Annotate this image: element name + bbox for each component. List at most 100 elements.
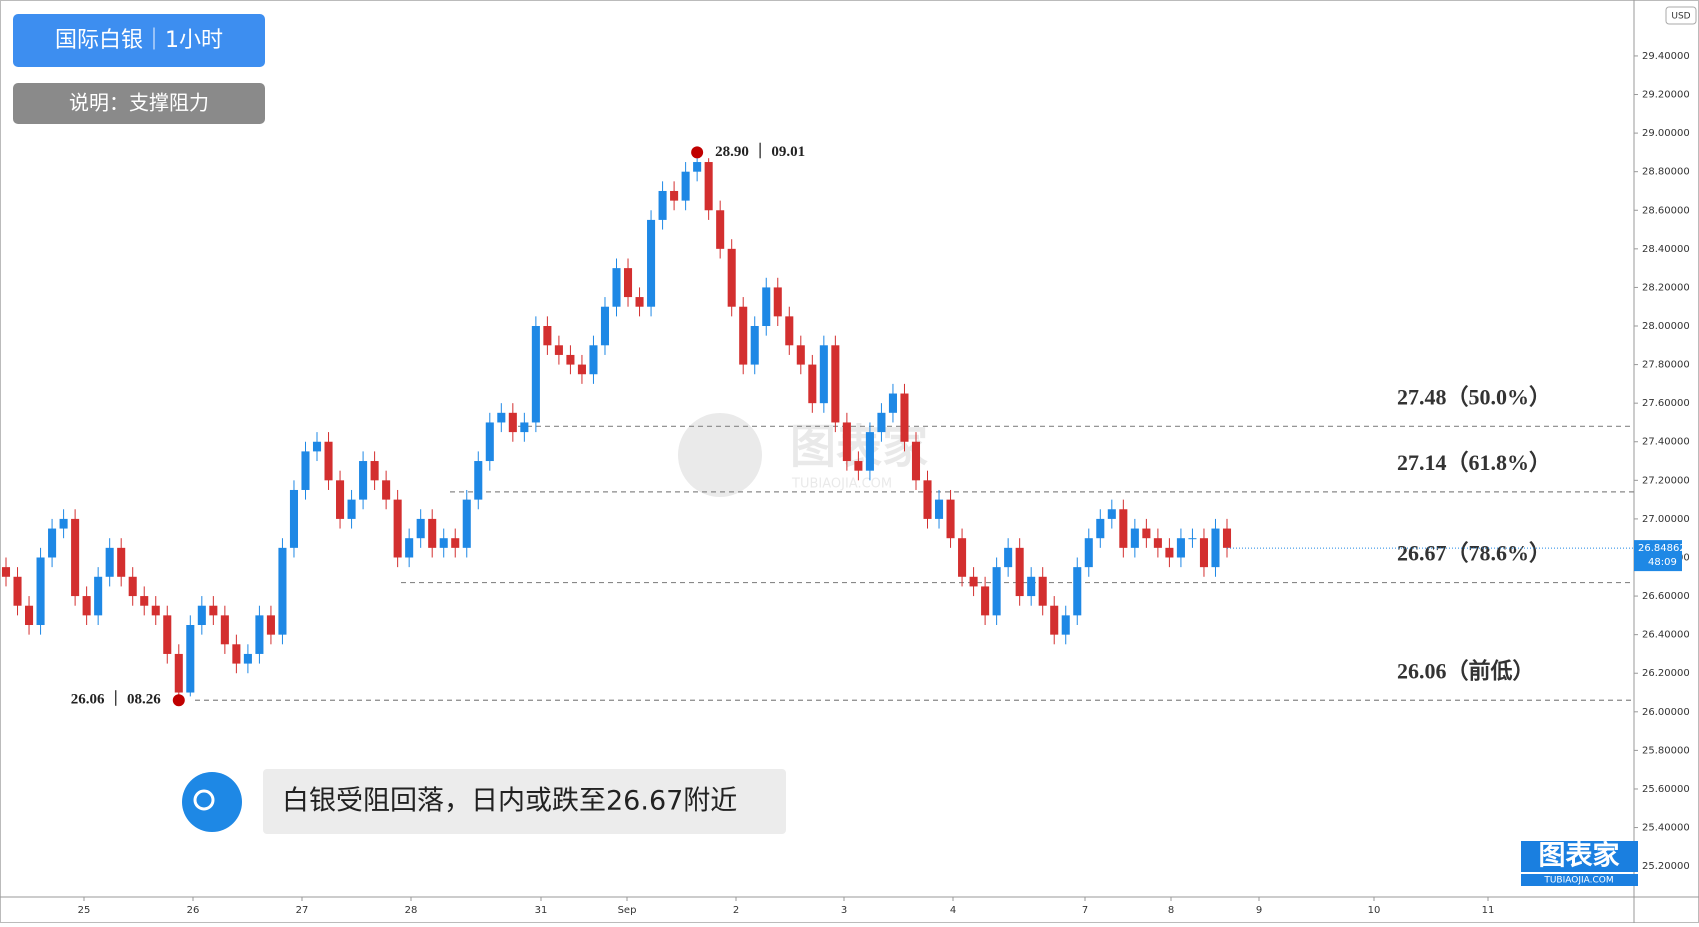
y-tick-label: 26.40000 bbox=[1642, 630, 1690, 641]
y-tick-label: 27.20000 bbox=[1642, 475, 1690, 486]
candle-body bbox=[393, 499, 402, 558]
candle-body bbox=[174, 653, 183, 693]
candle-body bbox=[382, 480, 391, 500]
y-tick-label: 28.80000 bbox=[1642, 167, 1690, 178]
title: 国际白银｜1小时 bbox=[55, 28, 223, 53]
annotation-dot bbox=[691, 146, 704, 159]
candle-body bbox=[13, 576, 22, 606]
x-tick-label: Sep bbox=[618, 905, 637, 916]
y-tick-label: 27.40000 bbox=[1642, 437, 1690, 448]
candle-body bbox=[1107, 509, 1116, 519]
candle-body bbox=[1119, 509, 1128, 548]
candle-body bbox=[831, 345, 840, 423]
candle-body bbox=[94, 576, 103, 616]
candle-body bbox=[243, 653, 252, 664]
candle-body bbox=[48, 528, 57, 558]
note: 说明：支撑阻力 bbox=[69, 91, 209, 115]
candle-body bbox=[612, 268, 621, 307]
candle-body bbox=[1211, 528, 1220, 568]
candle-body bbox=[854, 461, 863, 471]
candle-body bbox=[623, 268, 633, 298]
candle-body bbox=[888, 393, 897, 413]
candle-body bbox=[934, 499, 944, 519]
x-tick-label: 11 bbox=[1482, 905, 1495, 916]
note-button[interactable] bbox=[13, 83, 265, 124]
candle-body bbox=[1142, 528, 1151, 539]
level-label: 27.14（61.8%） bbox=[1397, 450, 1551, 475]
candle-body bbox=[359, 461, 368, 500]
candle-body bbox=[1176, 538, 1185, 558]
candle-body bbox=[25, 605, 34, 626]
candle-body bbox=[1188, 538, 1197, 540]
candle-body bbox=[842, 422, 851, 462]
candle-body bbox=[992, 567, 1001, 616]
x-tick-label: 25 bbox=[78, 905, 91, 916]
candle-body bbox=[462, 499, 471, 548]
x-tick-label: 26 bbox=[187, 905, 200, 916]
candle-body bbox=[716, 210, 725, 249]
level-label: 27.48（50.0%） bbox=[1397, 384, 1551, 409]
candle-body bbox=[324, 441, 333, 481]
x-tick-label: 4 bbox=[950, 905, 956, 916]
candle-body bbox=[543, 326, 552, 346]
candle-body bbox=[485, 422, 494, 462]
candle-body bbox=[647, 219, 656, 307]
candle-body bbox=[589, 345, 598, 375]
candle-body bbox=[128, 576, 137, 597]
x-tick-label: 8 bbox=[1168, 905, 1174, 916]
candle-body bbox=[151, 605, 160, 616]
candle-body bbox=[163, 615, 172, 654]
candle-body bbox=[105, 547, 114, 577]
candle-body bbox=[336, 480, 345, 519]
x-tick-label: 10 bbox=[1368, 905, 1381, 916]
candle-body bbox=[220, 615, 229, 645]
candle-body bbox=[577, 364, 586, 375]
annotation-dot bbox=[172, 694, 185, 707]
candle-body bbox=[762, 287, 771, 327]
y-tick-label: 27.00000 bbox=[1642, 514, 1690, 525]
candle-body bbox=[209, 605, 218, 616]
comment: 白银受阻回落，日内或跌至26.67附近 bbox=[282, 786, 737, 817]
y-tick-label: 25.20000 bbox=[1642, 861, 1690, 872]
candle-body bbox=[865, 432, 874, 471]
candle-body bbox=[1038, 576, 1047, 606]
plot: 25.20000 25.40000 25.60000 25.80000 26.00000… bbox=[1, 51, 1690, 916]
x-tick-label: 31 bbox=[535, 905, 548, 916]
price-tag: 26.84862 bbox=[1638, 543, 1686, 554]
candle-body bbox=[278, 547, 287, 635]
candle-body bbox=[796, 345, 805, 365]
candle-body bbox=[232, 644, 241, 664]
candle-body bbox=[36, 557, 45, 626]
candle-body bbox=[969, 576, 978, 587]
candle-body bbox=[750, 326, 759, 365]
candle-body bbox=[877, 412, 886, 433]
y-tick-label: 26.20000 bbox=[1642, 668, 1690, 679]
candle-body bbox=[1004, 547, 1013, 568]
candle-body bbox=[197, 605, 206, 626]
candle-body bbox=[474, 461, 483, 500]
candle-body bbox=[773, 287, 782, 317]
candle-body bbox=[1050, 605, 1059, 635]
candle-body bbox=[1130, 528, 1139, 548]
candle-body bbox=[289, 489, 299, 548]
title-button[interactable] bbox=[13, 14, 265, 67]
y-tick-label: 29.20000 bbox=[1642, 90, 1690, 101]
candle-body bbox=[600, 306, 610, 346]
x-tick-label: 28 bbox=[405, 905, 418, 916]
candle-body bbox=[1027, 576, 1036, 597]
candle-body bbox=[981, 586, 990, 616]
logo-url-bg bbox=[1521, 874, 1638, 886]
watermark-url: TUBIAOJIA.COM bbox=[791, 477, 892, 492]
logo-bg bbox=[1521, 841, 1638, 872]
y-tick-label: 25.80000 bbox=[1642, 745, 1690, 756]
candle-body bbox=[266, 615, 275, 635]
candle-body bbox=[946, 499, 955, 539]
candle-body bbox=[1, 567, 11, 577]
candle-body bbox=[923, 480, 932, 519]
y-tick-label: 27.60000 bbox=[1642, 398, 1690, 409]
candle-body bbox=[681, 171, 690, 201]
y-tick-label: 27.80000 bbox=[1642, 360, 1690, 371]
x-tick-label: 9 bbox=[1256, 905, 1262, 916]
